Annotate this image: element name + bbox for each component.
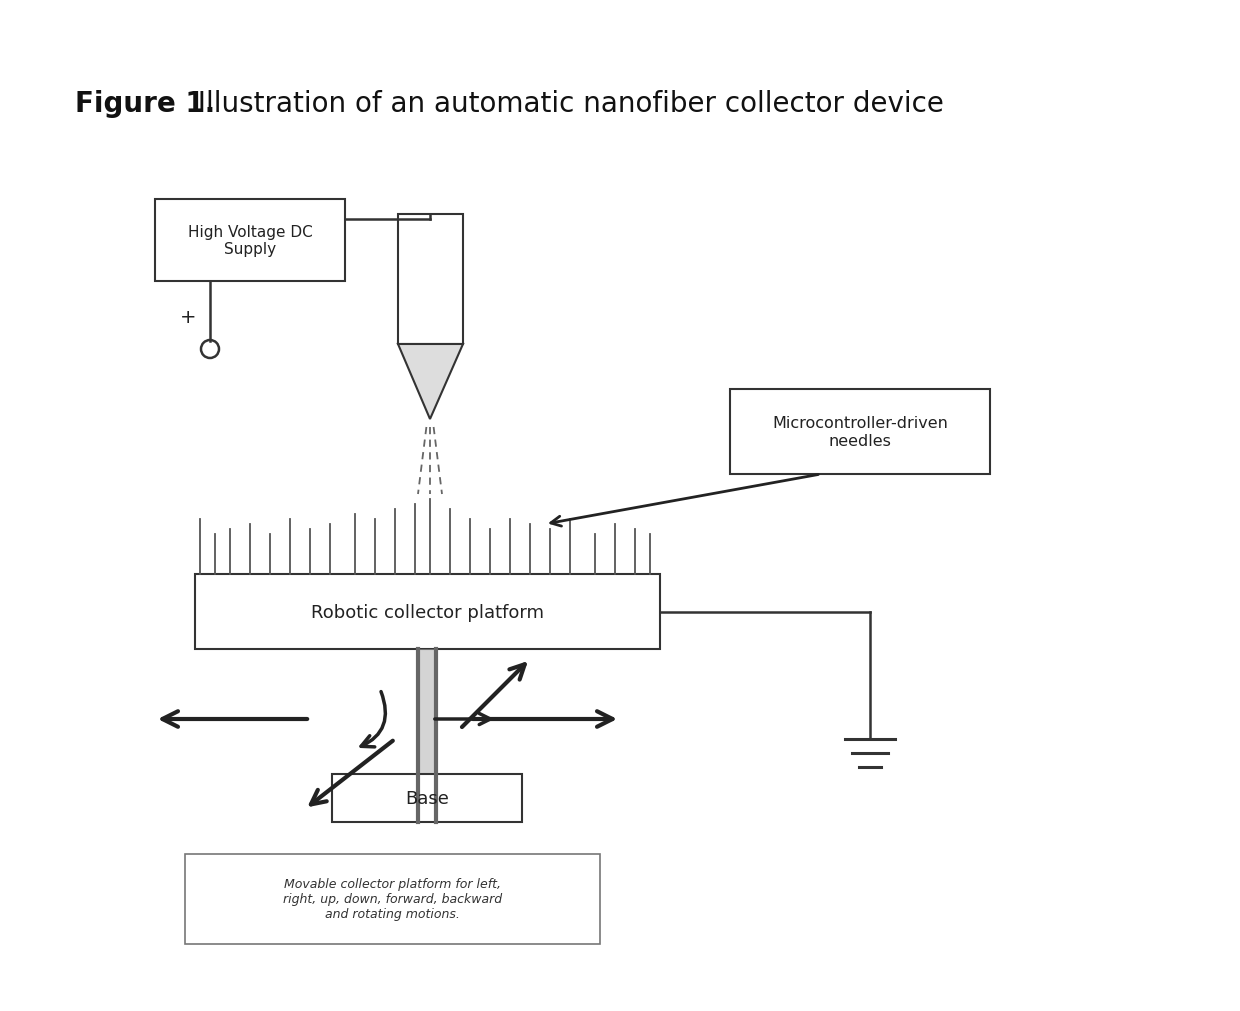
- Text: High Voltage DC
Supply: High Voltage DC Supply: [187, 224, 312, 257]
- Text: Base: Base: [405, 790, 449, 807]
- Bar: [398, 214, 463, 345]
- Text: Figure 1.: Figure 1.: [74, 90, 216, 118]
- Text: Robotic collector platform: Robotic collector platform: [311, 603, 544, 621]
- Bar: [155, 200, 345, 282]
- Bar: [418, 649, 436, 822]
- Text: +: +: [180, 307, 196, 327]
- Bar: [730, 389, 990, 474]
- Text: Movable collector platform for left,
right, up, down, forward, backward
and rota: Movable collector platform for left, rig…: [283, 878, 502, 921]
- Bar: [195, 574, 660, 649]
- Polygon shape: [398, 345, 463, 420]
- Text: Microcontroller-driven
needles: Microcontroller-driven needles: [773, 416, 947, 448]
- Bar: [332, 774, 522, 822]
- Bar: [185, 854, 600, 944]
- Text: Illustration of an automatic nanofiber collector device: Illustration of an automatic nanofiber c…: [180, 90, 944, 118]
